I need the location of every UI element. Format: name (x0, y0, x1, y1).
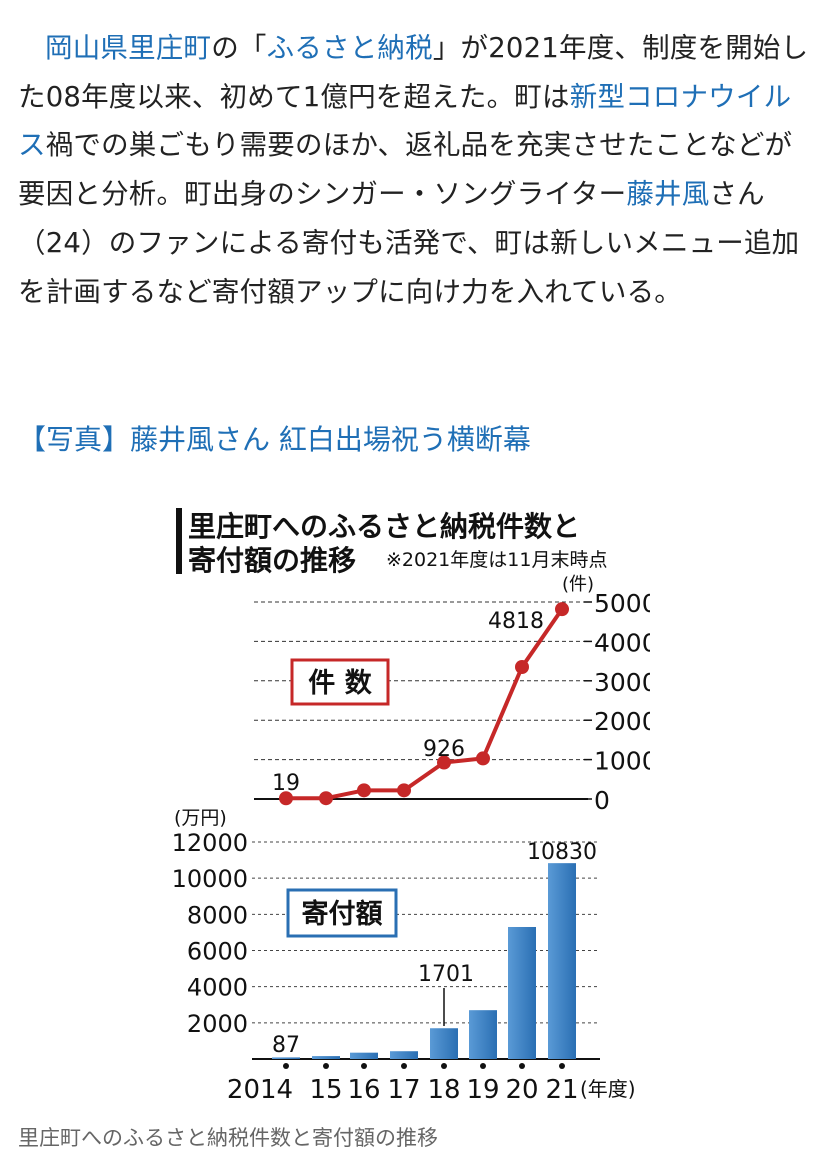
x-axis-dot (480, 1063, 486, 1069)
x-tick-label: 20 (505, 1075, 538, 1105)
count-tick-label: 0 (594, 786, 610, 815)
donation-series-label: 寄付額 (302, 898, 383, 930)
x-tick-label: 21 (545, 1075, 578, 1105)
count-data-label: 19 (272, 771, 300, 796)
article-link[interactable]: 藤井風 (626, 178, 710, 211)
article-link[interactable]: ふるさと納税 (266, 32, 433, 64)
count-series-label: 件 数 (308, 668, 372, 699)
chart-svg: 里庄町へのふるさと納税件数と 寄付額の推移 ※2021年度は11月末時点 (件)… (172, 508, 658, 1105)
x-tick-label: 2014 (227, 1075, 293, 1105)
x-axis-dot (283, 1063, 289, 1069)
donation-series-label-box (286, 888, 398, 938)
chart-title-line2: 寄付額の推移 (188, 544, 356, 577)
donation-tick-label: 10000 (172, 865, 248, 893)
count-data-label: 4818 (488, 609, 544, 634)
donation-bar (272, 1057, 300, 1059)
count-tick-label: 3000 (594, 668, 650, 697)
x-axis-dot (519, 1063, 525, 1069)
x-axis-dot (361, 1063, 367, 1069)
x-axis-dot (559, 1063, 565, 1069)
donation-bar (548, 863, 576, 1059)
donation-bar (469, 1010, 497, 1059)
donation-bar (350, 1052, 378, 1059)
chart-title-line1: 里庄町へのふるさと納税件数と (188, 510, 580, 543)
article-body: 岡山県里庄町の「ふるさと納税」が2021年度、制度を開始した08年度以来、初めて… (18, 24, 813, 316)
donation-data-label: 1701 (418, 962, 474, 987)
count-point (357, 783, 371, 798)
donation-tick-label: 2000 (187, 1010, 248, 1038)
donation-tick-label: 8000 (187, 901, 248, 929)
donation-unit-label: (万円) (174, 807, 227, 829)
x-tick-label: 17 (387, 1075, 420, 1105)
x-axis-dot (401, 1063, 407, 1069)
count-point (555, 602, 569, 617)
x-unit-label: (年度) (580, 1077, 636, 1101)
donation-tick-label: 6000 (187, 938, 248, 966)
count-data-label: 926 (423, 737, 465, 762)
x-axis-dot (441, 1063, 447, 1069)
donation-tick-label: 12000 (172, 829, 248, 857)
article-link[interactable]: 岡山県里庄町 (45, 32, 212, 64)
article-link[interactable]: 新型コロナウイルス (18, 80, 792, 162)
count-tick-label: 5000 (594, 589, 650, 618)
article-text: さん（24）のファンによる寄付も活発で、町は新しいメニュー追加を計画するなど寄付… (18, 178, 800, 308)
article-paragraph: 岡山県里庄町の「ふるさと納税」が2021年度、制度を開始した08年度以来、初めて… (18, 24, 813, 316)
article-text: 」が2021年度、制度を開始した08年度以来、初めて1億円を超えた。町は (18, 32, 809, 113)
x-tick-label: 18 (427, 1075, 460, 1105)
x-tick-label: 16 (347, 1075, 380, 1105)
chart-note: ※2021年度は11月末時点 (386, 549, 607, 571)
article-text: 禍での巣ごもり需要のほか、返礼品を充実させたことなどが要因と分析。町出身のシンガ… (18, 129, 793, 211)
x-tick-label: 19 (466, 1075, 499, 1105)
count-line-chart: (件) 0 1000 2000 3000 4000 5000 件 数 19 926 4818 (254, 574, 658, 815)
donation-tick-label: 4000 (187, 974, 248, 1002)
donation-bar (430, 1028, 458, 1059)
count-point (397, 783, 411, 798)
photo-link[interactable]: 【写真】藤井風さん 紅白出場祝う横断幕 (18, 423, 531, 456)
count-tick-label: 4000 (594, 628, 650, 657)
title-bar (176, 508, 182, 574)
count-point (319, 791, 333, 806)
count-tick-label: 1000 (594, 747, 650, 776)
count-series-label-box (290, 658, 390, 706)
donation-bar (508, 926, 536, 1059)
chart-figure: 里庄町へのふるさと納税件数と 寄付額の推移 ※2021年度は11月末時点 (件)… (160, 500, 658, 1112)
donation-bar (312, 1056, 340, 1059)
count-point (437, 755, 451, 770)
x-tick-label: 15 (309, 1075, 342, 1105)
donation-data-label: 87 (272, 1033, 300, 1058)
count-point (476, 751, 490, 766)
donation-bar-chart: (万円) 2000 4000 6000 8000 10000 12000 87 1701 1083… (172, 807, 636, 1105)
count-point (515, 660, 529, 675)
article-text: の「 (211, 32, 267, 64)
count-point (279, 791, 293, 806)
count-tick-label: 2000 (594, 707, 650, 736)
count-unit-label: (件) (562, 574, 594, 595)
figure-caption: 里庄町へのふるさと納税件数と寄付額の推移 (18, 1126, 438, 1150)
donation-data-label: 10830 (527, 840, 597, 865)
x-axis-dot (323, 1063, 329, 1069)
donation-bar (390, 1051, 418, 1059)
